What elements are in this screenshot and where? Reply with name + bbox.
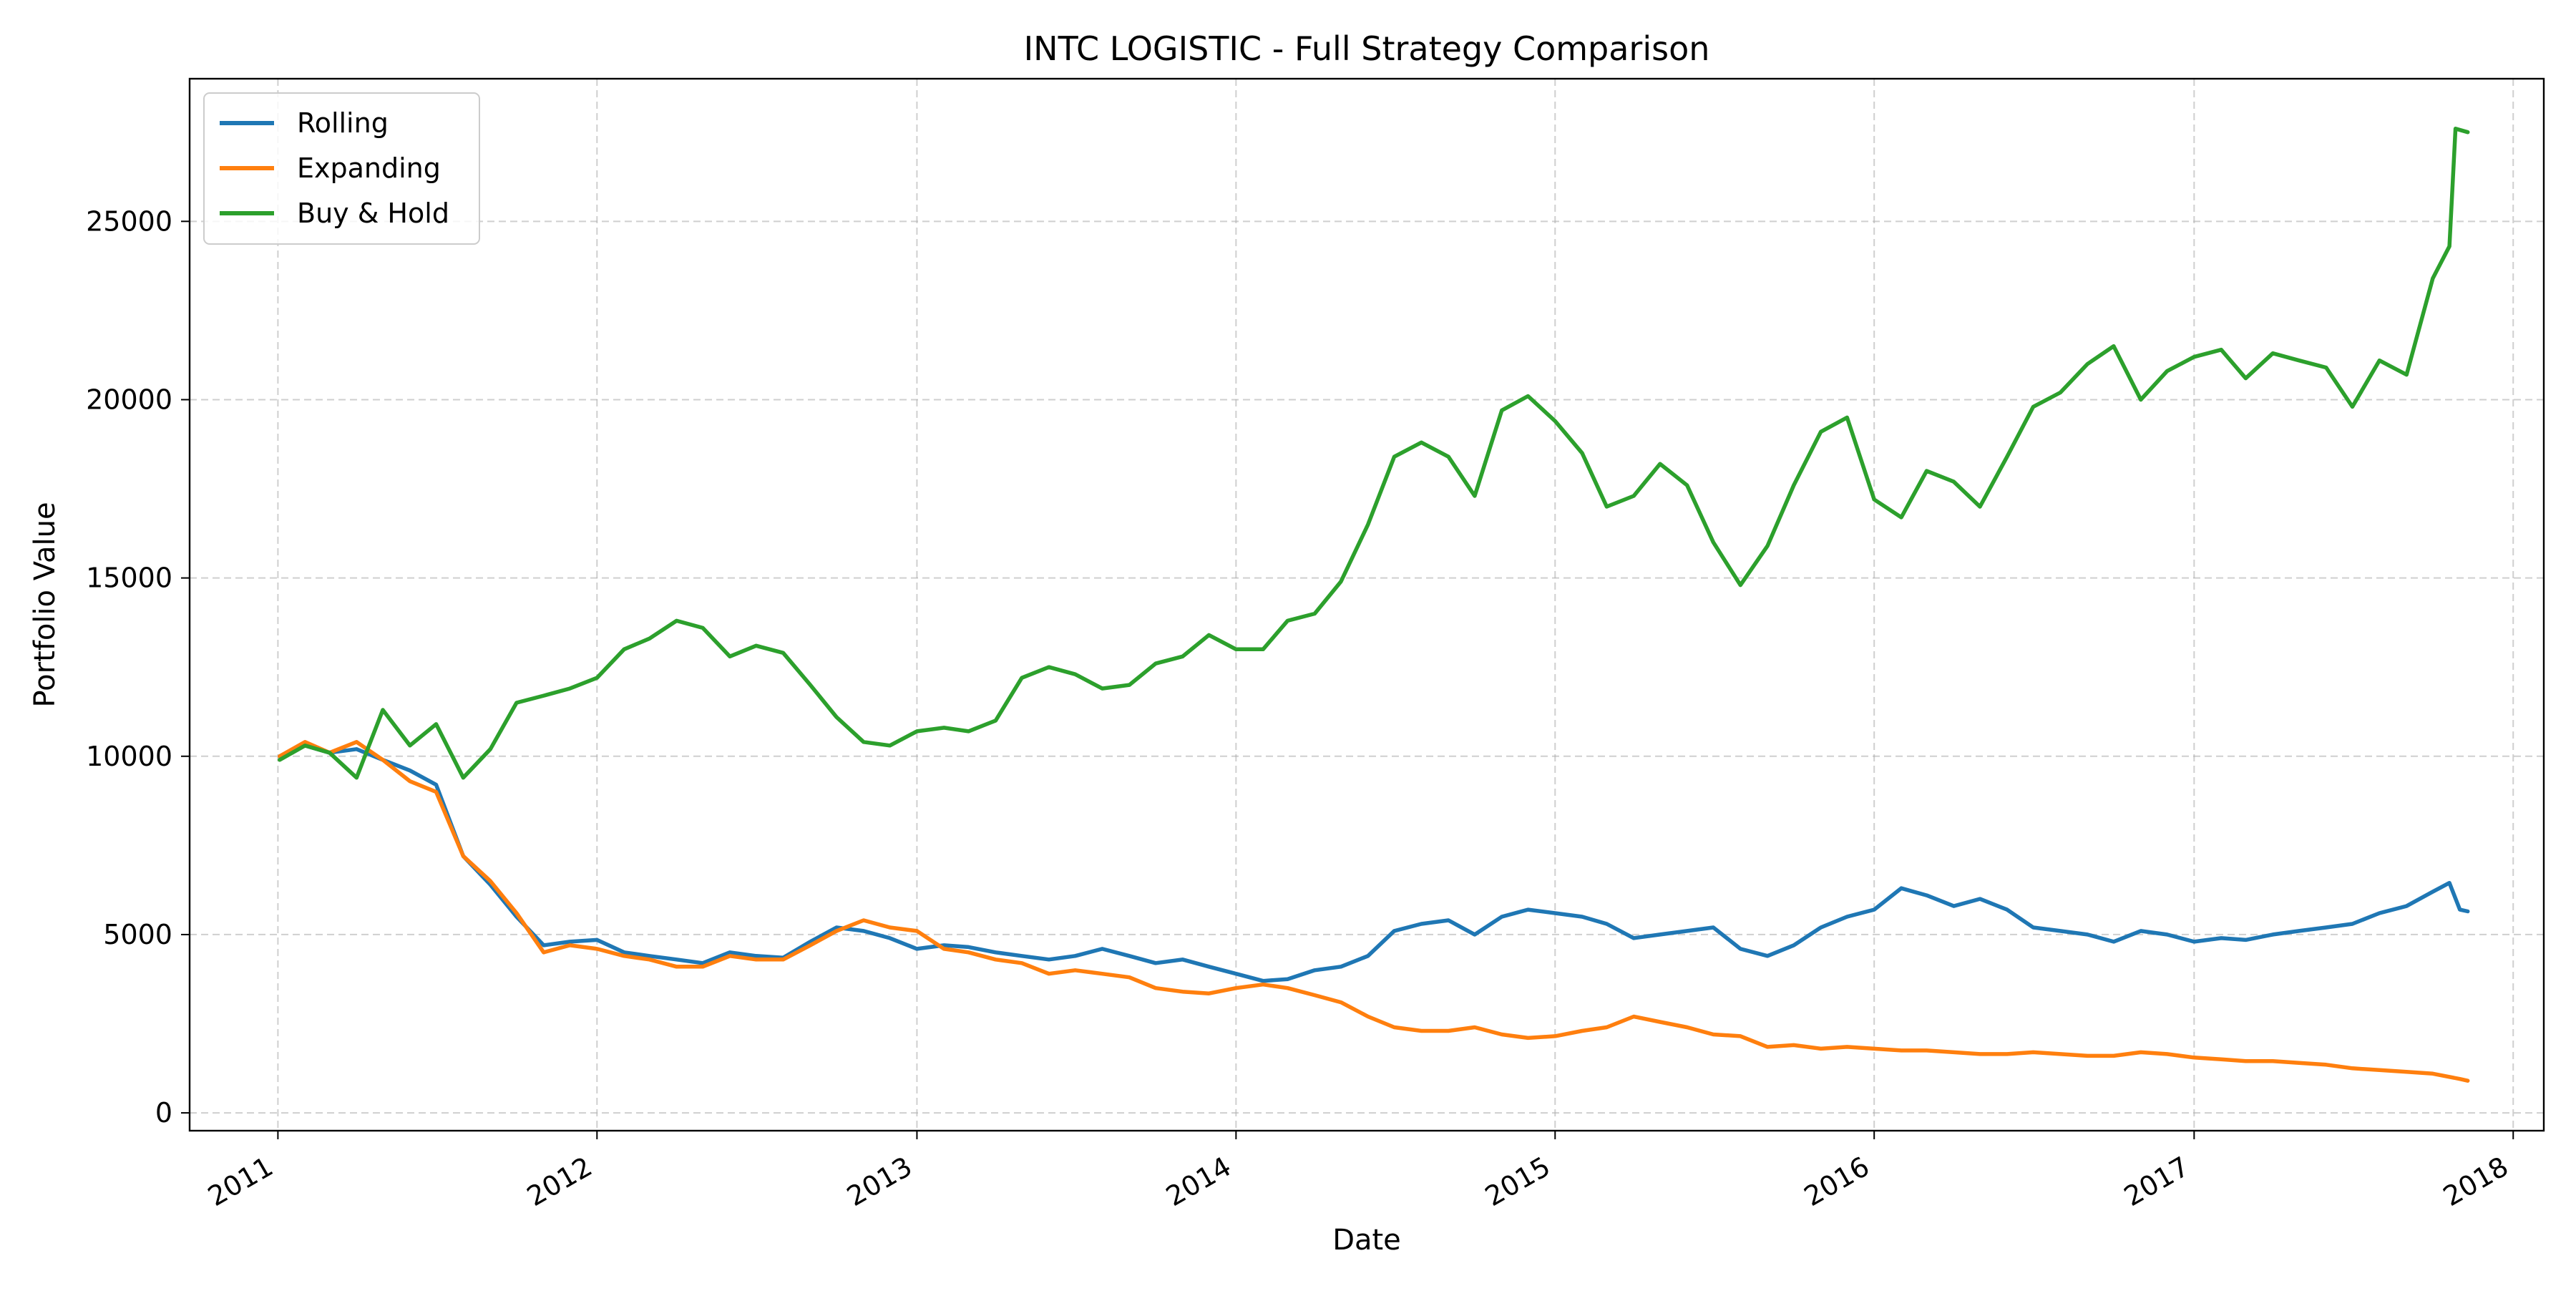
- y-tick-label: 15000: [86, 562, 172, 594]
- y-tick-label: 10000: [86, 741, 172, 772]
- y-tick-label: 0: [155, 1097, 172, 1129]
- grid-layer: [190, 79, 2544, 1131]
- legend-label: Buy & Hold: [297, 198, 449, 229]
- y-tick-label: 25000: [86, 205, 172, 237]
- series-layer: [278, 127, 2470, 1083]
- y-tick-label: 20000: [86, 384, 172, 415]
- legend-label: Rolling: [297, 107, 389, 139]
- legend-box: [203, 92, 480, 245]
- legend-label: Expanding: [297, 152, 441, 184]
- series-line-rolling: [278, 744, 2470, 983]
- y-tick-label: 5000: [103, 919, 172, 950]
- axes-frame: [188, 77, 2545, 1132]
- series-line-buy-hold: [278, 127, 2470, 780]
- legend: Rolling Expanding Buy & Hold: [203, 92, 480, 245]
- series-line-expanding: [278, 740, 2470, 1083]
- x-axis-label: Date: [1332, 1224, 1401, 1257]
- y-axis-label: Portfolio Value: [29, 502, 62, 707]
- chart-title: INTC LOGISTIC - Full Strategy Comparison: [1024, 29, 1710, 68]
